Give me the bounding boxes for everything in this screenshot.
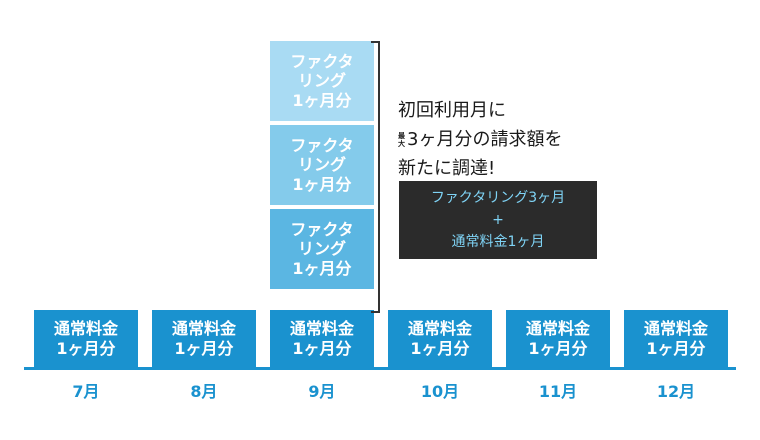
month-label: 9月: [308, 382, 336, 401]
month-label: 8月: [190, 382, 218, 401]
block-label: リング: [297, 71, 346, 91]
block-label: 1ヶ月分: [292, 339, 352, 358]
block-label: 1ヶ月分: [292, 258, 352, 278]
block-label: 通常料金: [171, 319, 236, 339]
caption-line-3: 新たに調達!: [398, 158, 496, 179]
regular-fee-block: 通常料金 1ヶ月分: [152, 310, 256, 368]
timeline-baseline: [24, 367, 736, 370]
block-label: 1ヶ月分: [646, 339, 706, 358]
caption-line-2-text: 3ヶ月分の請求額を: [407, 129, 563, 150]
caption-small-stack: 最大: [398, 132, 405, 148]
factoring-block: ファクタ リング 1ヶ月分: [270, 41, 374, 121]
block-label: ファクタ: [290, 219, 354, 239]
factoring-block: ファクタ リング 1ヶ月分: [270, 125, 374, 205]
regular-fee-block: 通常料金 1ヶ月分: [34, 310, 138, 368]
summary-line-1: ファクタリング3ヶ月: [430, 190, 566, 206]
regular-fee-block: 通常料金 1ヶ月分: [270, 310, 374, 368]
caption-line-2: 最大 3ヶ月分の請求額を: [398, 125, 562, 154]
caption-line-1: 初回利用月に: [398, 100, 506, 121]
regular-fee-block: 通常料金 1ヶ月分: [506, 310, 610, 368]
caption-small-bottom: 大: [398, 140, 405, 148]
summary-line-3: 通常料金1ヶ月: [451, 234, 545, 250]
month-label: 12月: [656, 382, 696, 401]
block-label: 1ヶ月分: [292, 174, 352, 194]
month-label: 11月: [538, 382, 578, 401]
block-label: 通常料金: [525, 319, 590, 339]
block-label: 通常料金: [407, 319, 472, 339]
factoring-block: ファクタ リング 1ヶ月分: [270, 209, 374, 289]
caption-text: 初回利用月に 最大 3ヶ月分の請求額を 新たに調達!: [398, 96, 562, 183]
block-label: ファクタ: [290, 135, 354, 155]
block-label: 1ヶ月分: [528, 339, 588, 358]
regular-fee-block: 通常料金 1ヶ月分: [624, 310, 728, 368]
month-label: 7月: [72, 382, 100, 401]
block-label: 1ヶ月分: [410, 339, 470, 358]
block-label: ファクタ: [290, 51, 354, 71]
summary-plus: +: [492, 212, 504, 228]
caption-small-top: 最: [398, 132, 405, 140]
block-label: 通常料金: [289, 319, 354, 339]
block-label: 通常料金: [53, 319, 118, 339]
regular-fee-block: 通常料金 1ヶ月分: [388, 310, 492, 368]
block-label: 1ヶ月分: [174, 339, 234, 358]
block-label: リング: [297, 239, 346, 259]
block-label: 1ヶ月分: [56, 339, 116, 358]
block-label: リング: [297, 155, 346, 175]
bracket-icon: [371, 41, 380, 313]
block-label: 1ヶ月分: [292, 90, 352, 110]
summary-box: ファクタリング3ヶ月 + 通常料金1ヶ月: [399, 181, 597, 259]
month-label: 10月: [420, 382, 460, 401]
block-label: 通常料金: [643, 319, 708, 339]
